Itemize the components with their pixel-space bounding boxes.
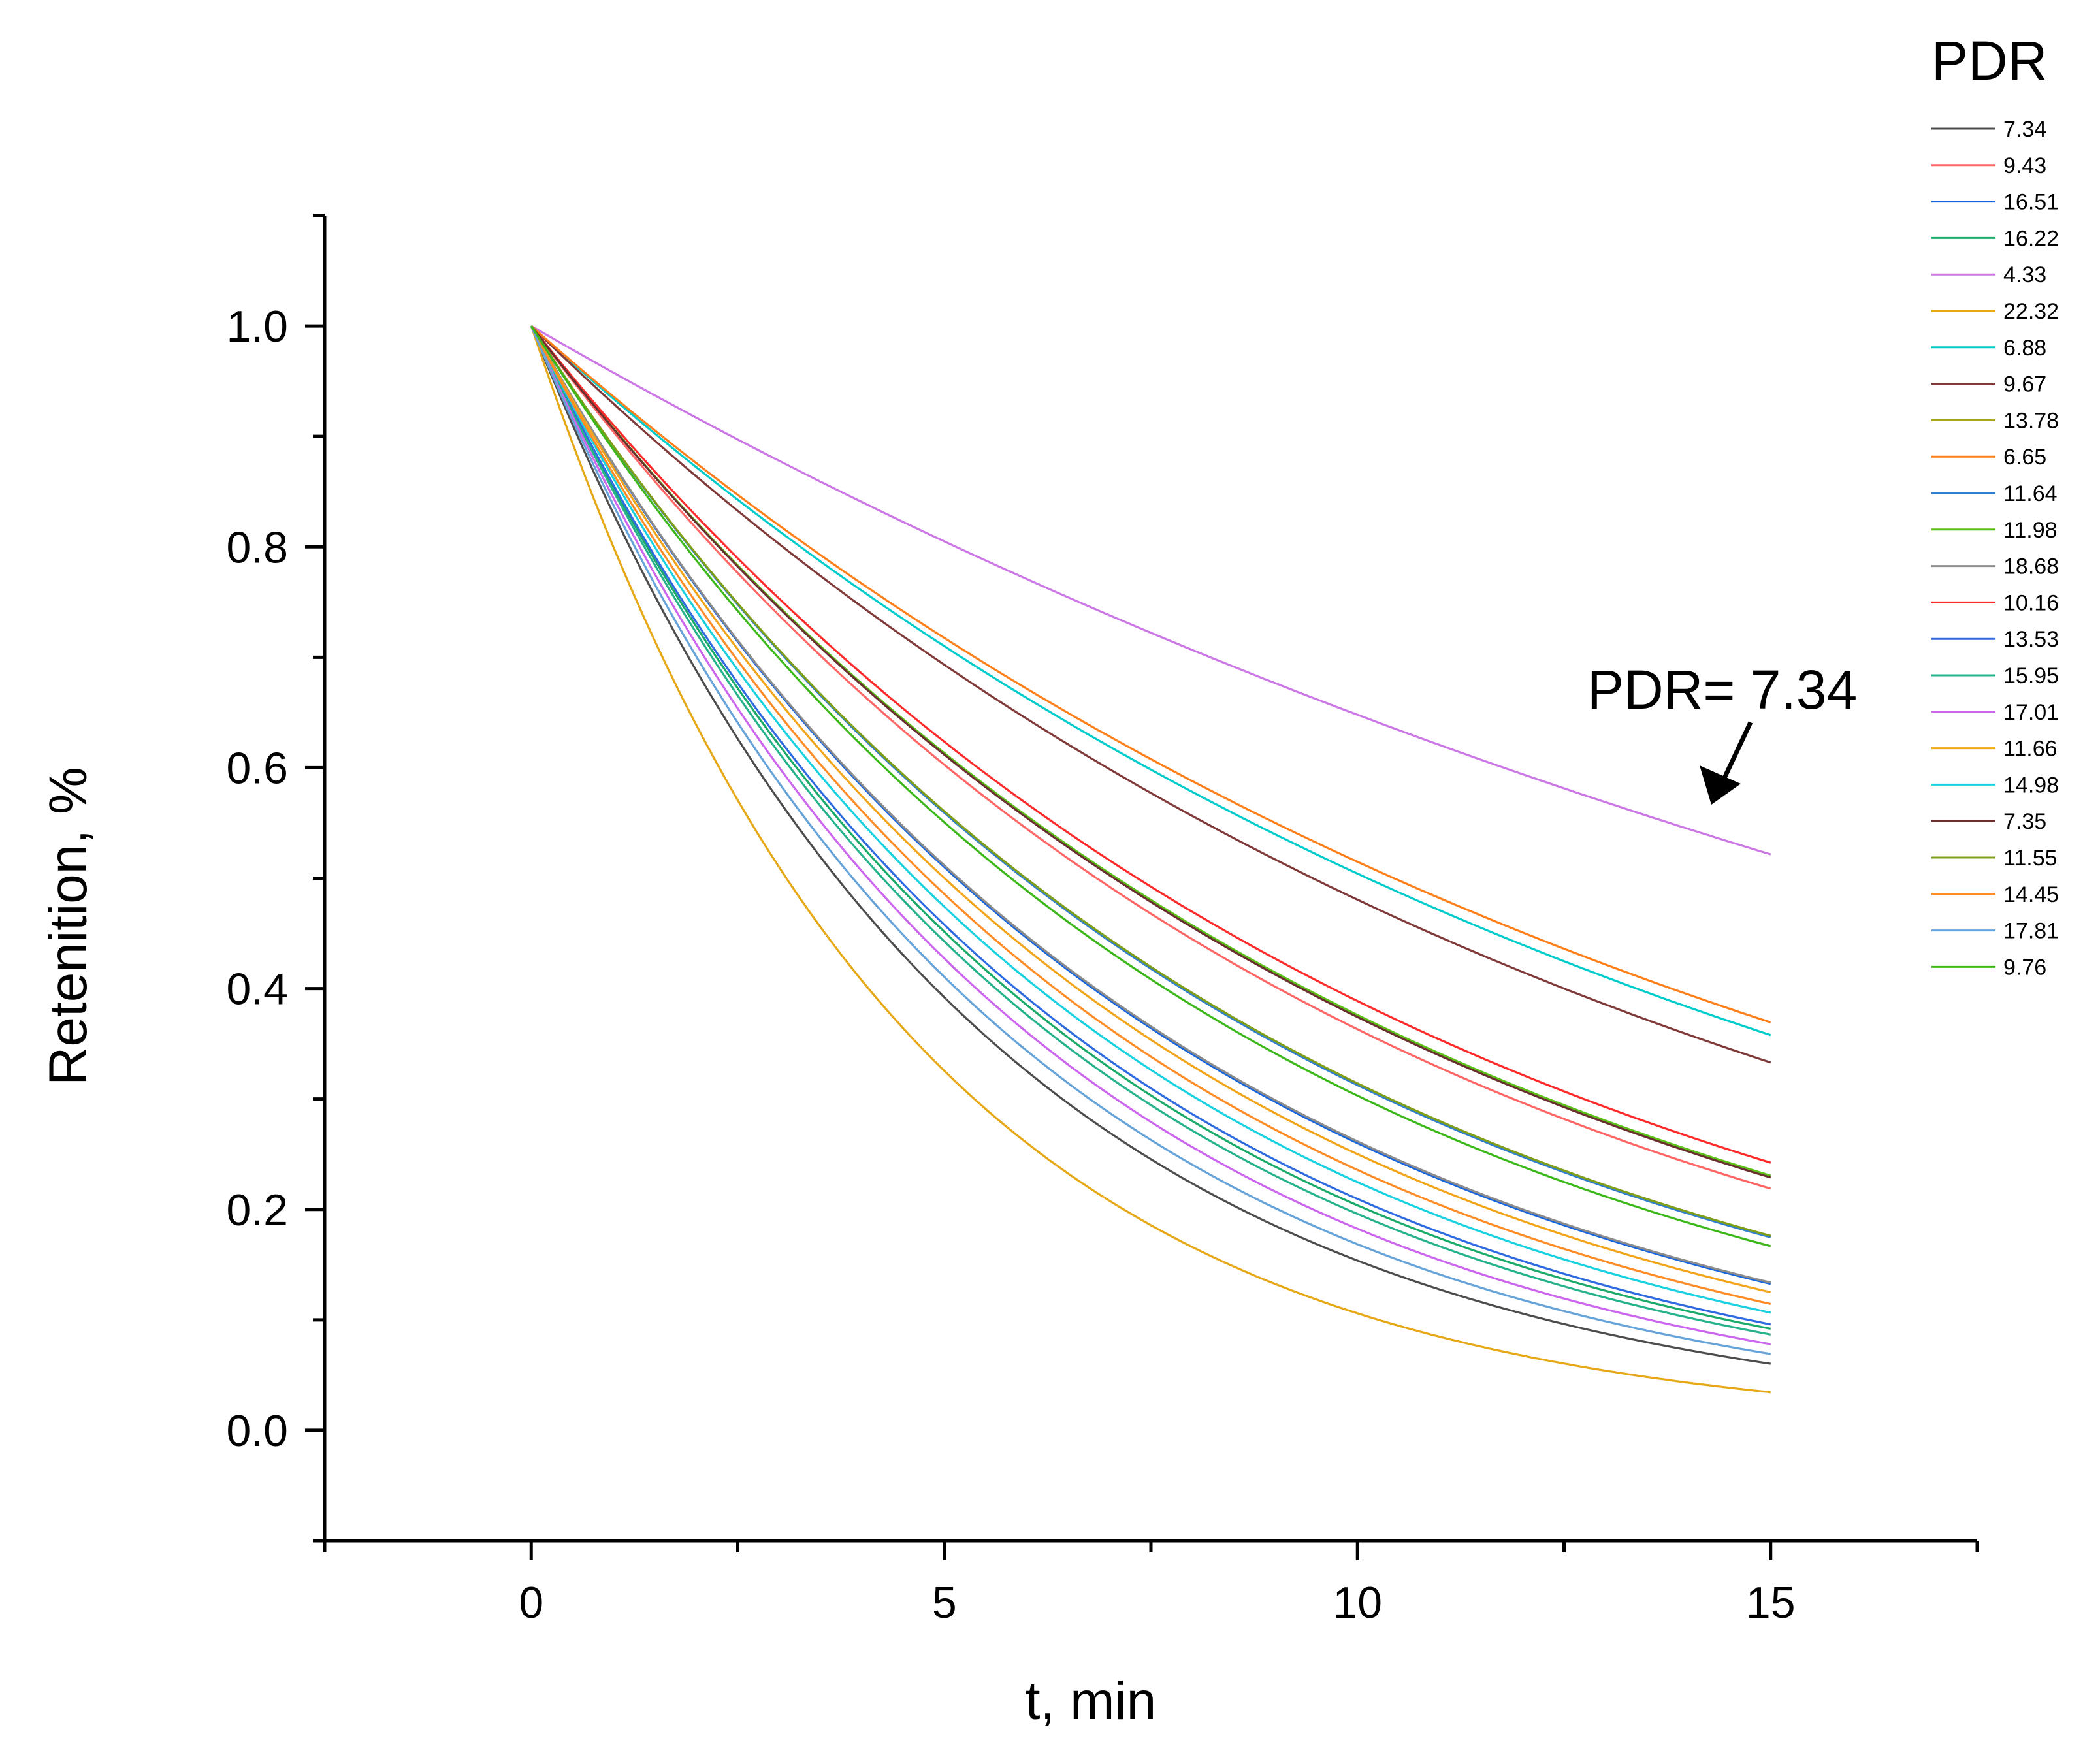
series-line-7-35 — [530, 325, 1771, 1179]
series-line-4-33 — [530, 325, 1771, 856]
series-line-11-66 — [530, 325, 1771, 1294]
legend-label: 6.88 — [2003, 336, 2046, 361]
legend-label: 17.81 — [2003, 919, 2059, 944]
legend-label: 18.68 — [2003, 555, 2059, 579]
legend-label: 15.95 — [2003, 664, 2059, 688]
series-line-22-32 — [530, 325, 1771, 1394]
plot-area — [530, 325, 1771, 1394]
series-line-14-98 — [530, 325, 1771, 1314]
series-line-9-76 — [530, 325, 1771, 1247]
series-line-18-68 — [530, 325, 1771, 1284]
legend-title: PDR — [1931, 30, 2047, 91]
legend-label: 10.16 — [2003, 590, 2059, 615]
legend-label: 13.53 — [2003, 627, 2059, 652]
legend-label: 6.65 — [2003, 445, 2046, 470]
legend-label: 22.32 — [2003, 299, 2059, 324]
legend-label: 9.76 — [2003, 955, 2046, 980]
series-line-11-55 — [530, 325, 1771, 1237]
series-line-10-16 — [530, 325, 1771, 1164]
annotation-text: PDR= 7.34 — [1587, 659, 1857, 720]
x-tick-label: 10 — [1333, 1578, 1382, 1628]
legend-items: 7.34 9.43 16.51 16.22 4.33 22.32 6.88 9.67 13.78… — [1931, 117, 2059, 980]
legend-label: 16.22 — [2003, 226, 2059, 251]
series-line-17-81 — [530, 325, 1771, 1355]
legend-label: 14.45 — [2003, 882, 2059, 907]
y-tick-label: 0.4 — [226, 965, 288, 1014]
legend-label: 7.34 — [2003, 117, 2046, 142]
pdr-annotation: PDR= 7.34 — [1587, 659, 1857, 805]
x-tick-label: 0 — [519, 1578, 543, 1628]
tick-labels: 0 5 10 15 0.0 0.2 0.4 0.6 0.8 1.0 — [226, 302, 1795, 1628]
series-line-7-34 — [530, 325, 1771, 1365]
series-line-16-22 — [530, 325, 1771, 1330]
y-tick-label: 0.8 — [226, 523, 288, 572]
legend-label: 9.43 — [2003, 153, 2046, 178]
series-line-11-98 — [530, 325, 1771, 1177]
legend-label: 11.55 — [2003, 846, 2058, 871]
legend-label: 9.67 — [2003, 372, 2046, 397]
legend-label: 16.51 — [2003, 190, 2059, 215]
legend-label: 11.98 — [2003, 518, 2058, 543]
series-line-6-65 — [530, 325, 1771, 1023]
y-tick-label: 0.2 — [226, 1185, 288, 1235]
series-line-11-64 — [530, 325, 1771, 1239]
ticks — [305, 214, 1979, 1560]
legend: PDR 7.34 9.43 16.51 16.22 4.33 22.32 6.88 9.67 1… — [1931, 30, 2059, 980]
series-line-14-45 — [530, 325, 1771, 1305]
annotation-arrow-head — [1700, 765, 1741, 805]
y-tick-label: 0.0 — [226, 1406, 288, 1456]
y-tick-label: 0.6 — [226, 743, 288, 793]
legend-label: 13.78 — [2003, 408, 2059, 433]
series-line-9-67 — [530, 325, 1771, 1064]
legend-label: 4.33 — [2003, 263, 2046, 287]
y-axis-title: Retenition, % — [39, 767, 98, 1086]
series-line-9-43 — [530, 325, 1771, 1190]
legend-label: 14.98 — [2003, 773, 2059, 797]
x-tick-label: 5 — [932, 1578, 957, 1628]
x-tick-label: 15 — [1746, 1578, 1796, 1628]
legend-label: 17.01 — [2003, 700, 2059, 725]
legend-label: 11.64 — [2003, 481, 2058, 506]
series-line-15-95 — [530, 325, 1771, 1336]
series-line-17-01 — [530, 325, 1771, 1345]
series-line-6-88 — [530, 325, 1771, 1037]
y-tick-label: 1.0 — [226, 302, 288, 351]
x-axis-title: t, min — [1026, 1671, 1156, 1731]
legend-label: 7.35 — [2003, 809, 2046, 834]
legend-label: 11.66 — [2003, 737, 2058, 762]
series-line-13-53 — [530, 325, 1771, 1326]
